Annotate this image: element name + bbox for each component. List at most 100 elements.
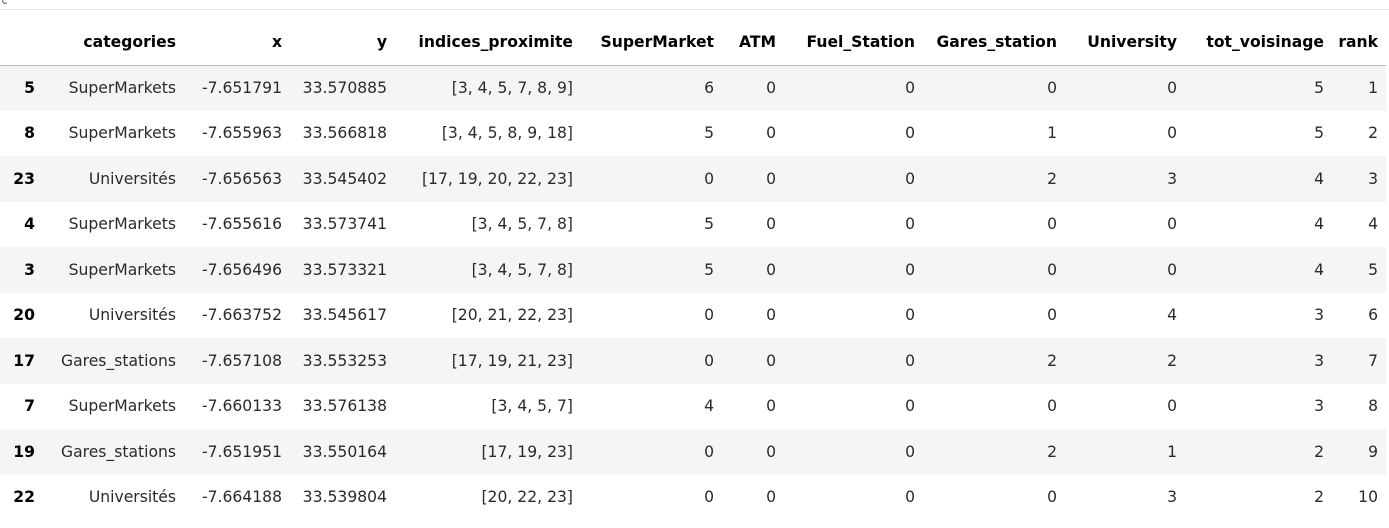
row-index: 22 [13,488,35,507]
cell-categories: Gares_stations [60,351,176,370]
table-row: 3 SuperMarkets -7.656496 33.573321 [3, 4, 5,… [0,247,1386,293]
cell-x: -7.651791 [201,79,282,97]
cell-tot-voisinage: 5 [1314,124,1324,143]
cell-categories: SuperMarkets [68,215,176,234]
cell-tot-voisinage: 3 [1314,397,1324,416]
cell-atm: 0 [766,397,776,416]
row-index: 23 [13,169,35,188]
cell-tot-voisinage: 2 [1314,488,1324,507]
cell-gares-station: 0 [1047,215,1057,234]
cell-y: 33.539804 [302,488,387,507]
cell-categories: SuperMarkets [68,79,176,97]
cell-atm: 0 [766,351,776,370]
cell-categories: SuperMarkets [68,397,176,416]
cell-university: 0 [1167,215,1177,234]
cell-fuel-station: 0 [905,169,915,188]
cell-x: -7.655963 [201,124,282,143]
header-rank: rank [1332,19,1386,66]
dataframe-table: categories x y indices_proximite SuperMa… [0,19,1386,520]
cell-gares-station: 0 [1047,488,1057,507]
dataframe-output: categories x y indices_proximite SuperMa… [0,19,1386,520]
cell-gares-station: 1 [1047,124,1057,143]
cell-y: 33.576138 [302,397,387,416]
cell-y: 33.545402 [302,169,387,188]
cell-rank: 6 [1368,306,1378,325]
cell-university: 2 [1167,351,1177,370]
header-gares-station: Gares_station [923,19,1065,66]
cell-fuel-station: 0 [905,260,915,279]
cell-y: 33.545617 [302,306,387,325]
cell-rank: 7 [1368,351,1378,370]
table-row: 7 SuperMarkets -7.660133 33.576138 [3, 4, 5,… [0,383,1386,429]
header-tot-voisinage: tot_voisinage [1185,19,1332,66]
header-index [0,19,43,66]
cell-categories: Universités [88,169,176,188]
cell-fuel-station: 0 [905,397,915,416]
cell-categories: SuperMarkets [68,260,176,279]
cell-indices-proximite: [3, 4, 5, 8, 9, 18] [441,124,573,143]
cell-atm: 0 [766,488,776,507]
cell-university: 3 [1167,169,1177,188]
header-y: y [290,19,395,66]
table-row: 22 Universités -7.664188 33.539804 [20, 22, … [0,474,1386,520]
row-index: 3 [24,260,35,279]
table-row: 4 SuperMarkets -7.655616 33.573741 [3, 4, 5,… [0,201,1386,247]
cell-atm: 0 [766,306,776,325]
table-row: 23 Universités -7.656563 33.545402 [17, 19, … [0,156,1386,202]
cell-x: -7.656496 [201,260,282,279]
cell-atm: 0 [766,124,776,143]
header-categories: categories [43,19,184,66]
cell-tot-voisinage: 4 [1314,169,1324,188]
cell-university: 0 [1167,397,1177,416]
cell-supermarket: 5 [704,260,714,279]
cell-indices-proximite: [3, 4, 5, 7, 8] [471,215,573,234]
cell-gares-station: 2 [1047,351,1057,370]
cell-rank: 1 [1368,79,1378,97]
cell-x: -7.663752 [201,306,282,325]
cell-categories: SuperMarkets [68,124,176,143]
cell-tot-voisinage: 4 [1314,260,1324,279]
table-row: 17 Gares_stations -7.657108 33.553253 [17, 1… [0,338,1386,384]
cell-gares-station: 0 [1047,306,1057,325]
cell-fuel-station: 0 [905,306,915,325]
cell-supermarket: 6 [704,79,714,97]
header-row: categories x y indices_proximite SuperMa… [0,19,1386,66]
cell-university: 3 [1167,488,1177,507]
row-index: 5 [24,79,35,97]
cell-fuel-station: 0 [905,351,915,370]
cell-supermarket: 5 [704,215,714,234]
cell-indices-proximite: [3, 4, 5, 7, 8] [471,260,573,279]
cell-atm: 0 [766,79,776,97]
cell-supermarket: 0 [704,351,714,370]
cell-y: 33.550164 [302,442,387,461]
row-index: 20 [13,306,35,325]
cell-university: 1 [1167,442,1177,461]
table-row: 5 SuperMarkets -7.651791 33.570885 [3, 4, 5,… [0,65,1386,111]
cell-rank: 4 [1368,215,1378,234]
cell-atm: 0 [766,215,776,234]
cell-indices-proximite: [3, 4, 5, 7, 8, 9] [451,79,573,97]
row-index: 7 [24,397,35,416]
header-fuel-station: Fuel_Station [784,19,923,66]
cell-tot-voisinage: 3 [1314,351,1324,370]
cell-y: 33.553253 [302,351,387,370]
cell-gares-station: 0 [1047,260,1057,279]
cell-fuel-station: 0 [905,442,915,461]
cell-tot-voisinage: 2 [1314,442,1324,461]
cell-tot-voisinage: 5 [1314,79,1324,97]
cell-x: -7.664188 [201,488,282,507]
cell-university: 0 [1167,79,1177,97]
table-row: 19 Gares_stations -7.651951 33.550164 [17, 1… [0,429,1386,475]
cell-indices-proximite: [20, 22, 23] [481,488,573,507]
cell-rank: 10 [1358,488,1378,507]
cell-atm: 0 [766,169,776,188]
row-index: 19 [13,442,35,461]
header-x: x [184,19,290,66]
cell-indices-proximite: [17, 19, 20, 22, 23] [421,169,573,188]
cell-university: 4 [1167,306,1177,325]
header-atm: ATM [722,19,784,66]
cell-rank: 3 [1368,169,1378,188]
cell-indices-proximite: [17, 19, 23] [481,442,573,461]
cell-categories: Universités [88,488,176,507]
cell-atm: 0 [766,442,776,461]
